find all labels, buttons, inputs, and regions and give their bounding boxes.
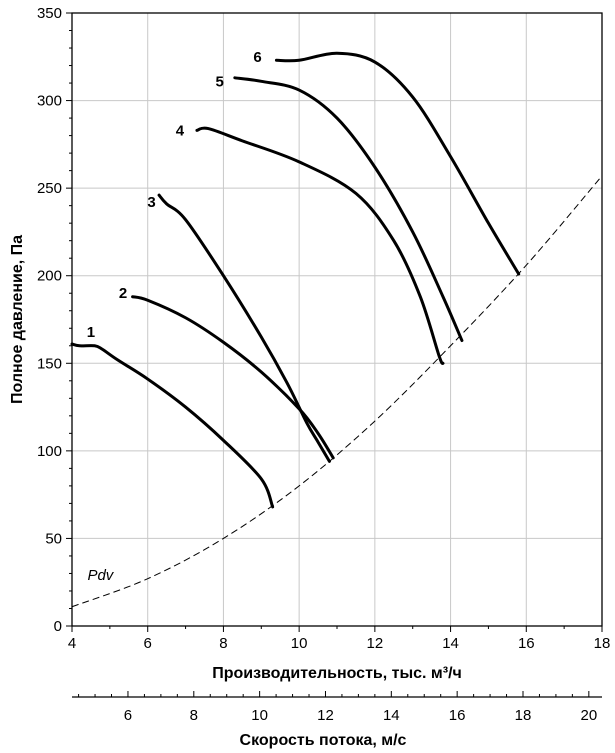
secondary-x-tick-label: 12 [317, 707, 334, 724]
x-tick-labels: 4 6 8 10 12 14 16 18 [68, 635, 611, 652]
secondary-x-tick-label: 20 [580, 707, 597, 724]
curve-label-6: 6 [253, 49, 261, 66]
secondary-x-tick-label: 8 [190, 707, 198, 724]
secondary-x-ticks [78, 691, 590, 697]
y-tick-label: 250 [37, 180, 62, 197]
curve-label-1: 1 [87, 324, 95, 341]
curve-label-4: 4 [176, 122, 185, 139]
x-axis-title: Производительность, тыс. м³/ч [212, 665, 462, 682]
x-tick-label: 8 [219, 635, 227, 652]
x-tick-label: 14 [442, 635, 459, 652]
pdv-label: Pdv [87, 567, 114, 584]
secondary-x-tick-label: 18 [515, 707, 532, 724]
curve-label-2: 2 [119, 285, 127, 302]
y-tick-label: 100 [37, 443, 62, 460]
secondary-x-tick-label: 10 [251, 707, 268, 724]
secondary-x-tick-labels: 6 8 10 12 14 16 18 20 [124, 707, 597, 724]
x-tick-label: 6 [144, 635, 152, 652]
y-tick-label: 350 [37, 5, 62, 22]
series-line-1 [70, 342, 275, 509]
series-line-2 [131, 295, 335, 460]
grid [72, 13, 602, 626]
x-tick-label: 10 [291, 635, 308, 652]
series-layer [70, 51, 521, 509]
x-tick-label: 16 [518, 635, 535, 652]
series-line-4 [195, 126, 445, 366]
series-line-3 [157, 193, 331, 463]
y-tick-label: 0 [54, 618, 62, 635]
curve-label-3: 3 [147, 194, 155, 211]
y-tick-labels: 0 50 100 150 200 250 300 350 [37, 5, 62, 635]
y-tick-label: 150 [37, 355, 62, 372]
plot-frame [71, 12, 603, 627]
y-tick-label: 300 [37, 93, 62, 110]
pdv-dashed-curve [71, 175, 603, 608]
secondary-x-tick-label: 6 [124, 707, 132, 724]
secondary-x-tick-label: 14 [383, 707, 400, 724]
y-tick-label: 200 [37, 268, 62, 285]
curve-labels: 1 2 3 4 5 6 Pdv [87, 49, 262, 584]
secondary-x-tick-label: 16 [449, 707, 466, 724]
x-tick-label: 12 [367, 635, 384, 652]
series-line-6 [274, 51, 521, 276]
y-tick-label: 50 [45, 530, 62, 547]
pdv-curve-layer [71, 175, 603, 608]
x-tick-label: 4 [68, 635, 76, 652]
series-line-5 [233, 76, 464, 343]
secondary-x-axis-title: Скорость потока, м/с [240, 732, 407, 749]
y-axis-title: Полное давление, Па [9, 235, 26, 404]
tick-marks [66, 12, 603, 632]
curve-label-5: 5 [215, 73, 223, 90]
x-tick-label: 18 [594, 635, 611, 652]
